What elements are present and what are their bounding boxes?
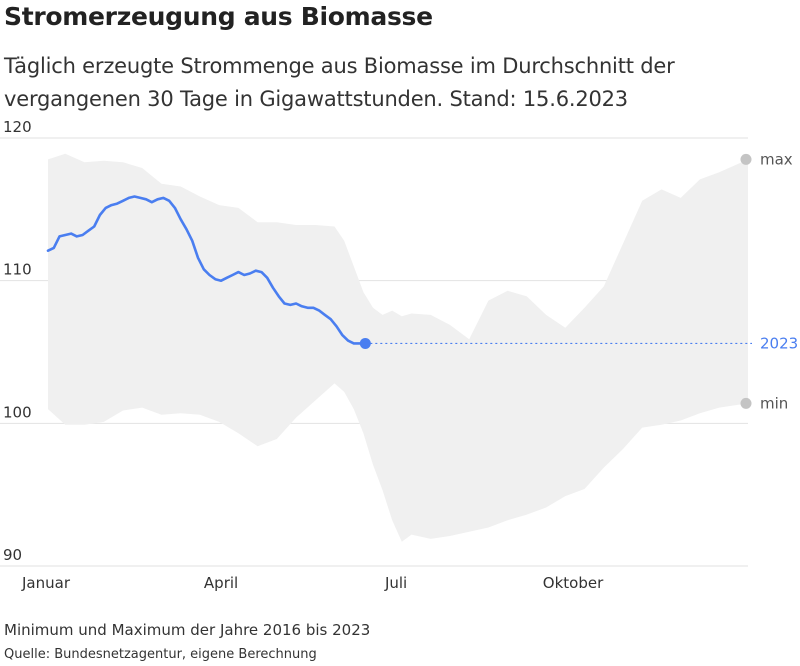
min-marker <box>740 397 752 409</box>
x-tick-label-juli: Juli <box>384 574 407 592</box>
x-tick-label-januar: Januar <box>21 574 71 592</box>
current-point-2023 <box>359 337 371 349</box>
x-tick-label-april: April <box>204 574 238 592</box>
max-marker <box>740 153 752 165</box>
chart-subtitle: Täglich erzeugte Strommenge aus Biomasse… <box>4 54 675 111</box>
range-note: Minimum und Maximum der Jahre 2016 bis 2… <box>4 621 371 639</box>
x-tick-label-oktober: Oktober <box>543 574 604 592</box>
year-label-2023: 2023 <box>760 334 798 352</box>
series-line-2023 <box>46 195 367 345</box>
min-max-band <box>48 153 748 542</box>
chart-area: 90 100 110 120 Januar April Juli Oktober max m… <box>0 118 798 592</box>
chart-title: Stromerzeugung aus Biomasse <box>4 2 433 31</box>
y-axis-ticks: 90 100 110 120 <box>3 118 32 564</box>
y-tick-label-110: 110 <box>3 261 32 279</box>
min-label: min <box>760 394 788 412</box>
y-tick-label-90: 90 <box>3 546 22 564</box>
source-note: Quelle: Bundesnetzagentur, eigene Berech… <box>4 647 317 662</box>
y-tick-label-120: 120 <box>3 118 32 136</box>
x-axis-ticks: Januar April Juli Oktober <box>21 574 604 592</box>
max-label: max <box>760 150 793 168</box>
y-tick-label-100: 100 <box>3 403 32 421</box>
